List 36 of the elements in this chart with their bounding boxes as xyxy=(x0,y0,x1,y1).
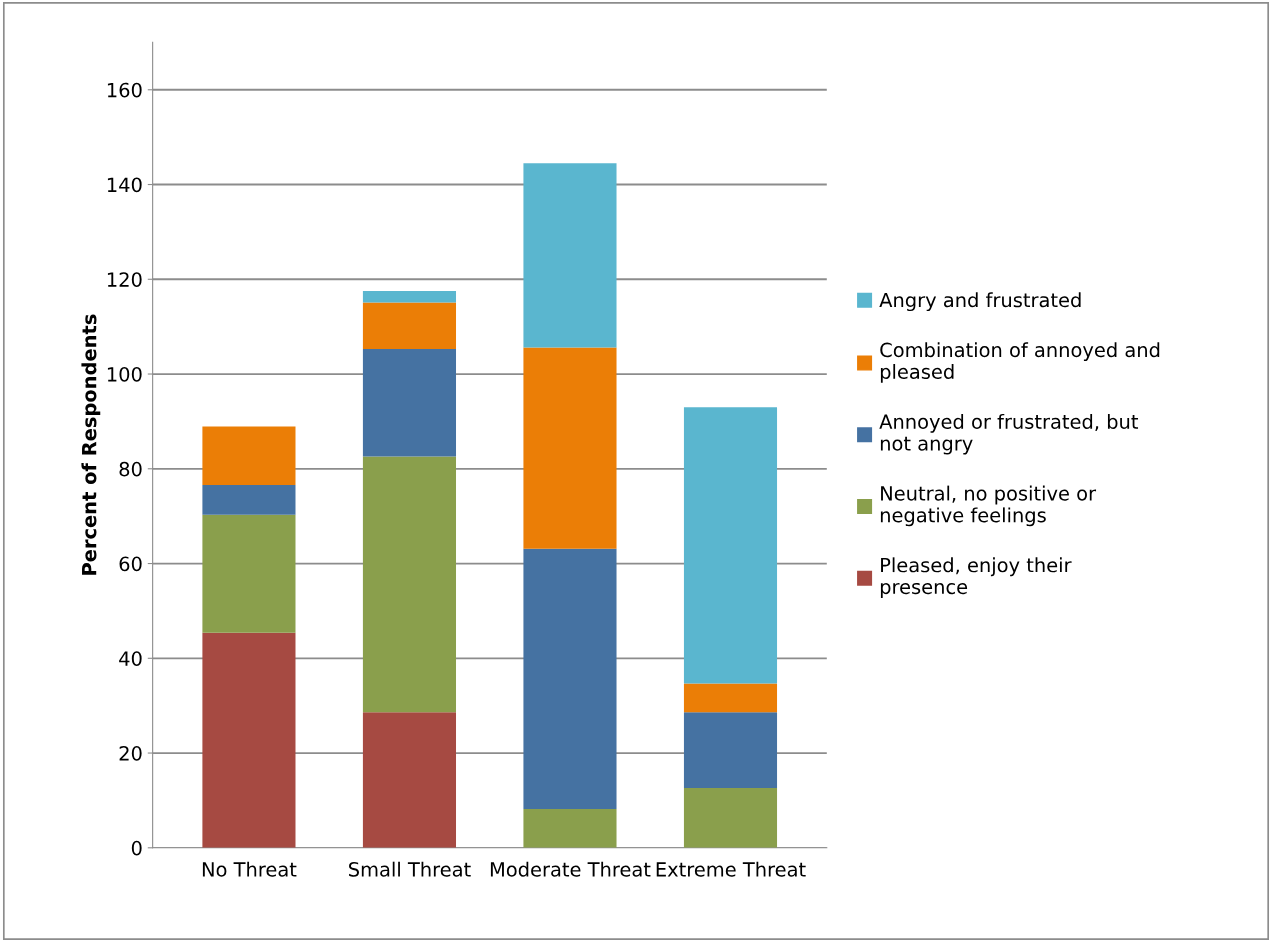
legend-label: Annoyed or frustrated, but not angry xyxy=(879,413,1139,455)
x-tick-label: Moderate Threat xyxy=(490,861,651,877)
y-tick-label: 60 xyxy=(119,556,142,572)
bar xyxy=(202,514,296,633)
y-tick-label: 0 xyxy=(131,840,142,856)
y-tick-label: 40 xyxy=(119,651,142,666)
bar xyxy=(683,407,778,684)
bar xyxy=(362,712,457,848)
y-tick-label: 140 xyxy=(107,177,142,193)
bar xyxy=(523,163,617,348)
y-tick-label: 120 xyxy=(107,272,142,287)
bar xyxy=(523,347,617,549)
bar xyxy=(202,484,296,515)
legend-label: Combination of annoyed and pleased xyxy=(880,342,1160,383)
x-tick-label: No Threat xyxy=(202,861,297,877)
bar xyxy=(683,683,778,713)
legend-label: Neutral, no positive or negative feelings xyxy=(880,485,1097,527)
y-axis-title: Percent of Respondents xyxy=(81,314,101,575)
y-tick-label: 100 xyxy=(107,366,142,382)
bar xyxy=(683,788,778,848)
bar xyxy=(523,548,617,809)
y-tick-label: 160 xyxy=(107,82,142,98)
legend-label: Angry and frustrated xyxy=(879,292,1081,312)
bar xyxy=(362,456,457,713)
bar xyxy=(362,291,457,303)
x-tick-label: Extreme Threat xyxy=(656,861,806,877)
bar xyxy=(362,348,457,457)
legend-label: Pleased, enjoy their presence xyxy=(880,557,1072,598)
bar xyxy=(683,712,778,789)
bar xyxy=(362,302,457,349)
bar xyxy=(202,426,296,485)
x-tick-label: Small Threat xyxy=(349,861,471,877)
bar xyxy=(202,632,296,848)
y-tick-label: 80 xyxy=(119,461,142,477)
y-tick-label: 20 xyxy=(119,746,142,761)
bar xyxy=(523,808,617,848)
